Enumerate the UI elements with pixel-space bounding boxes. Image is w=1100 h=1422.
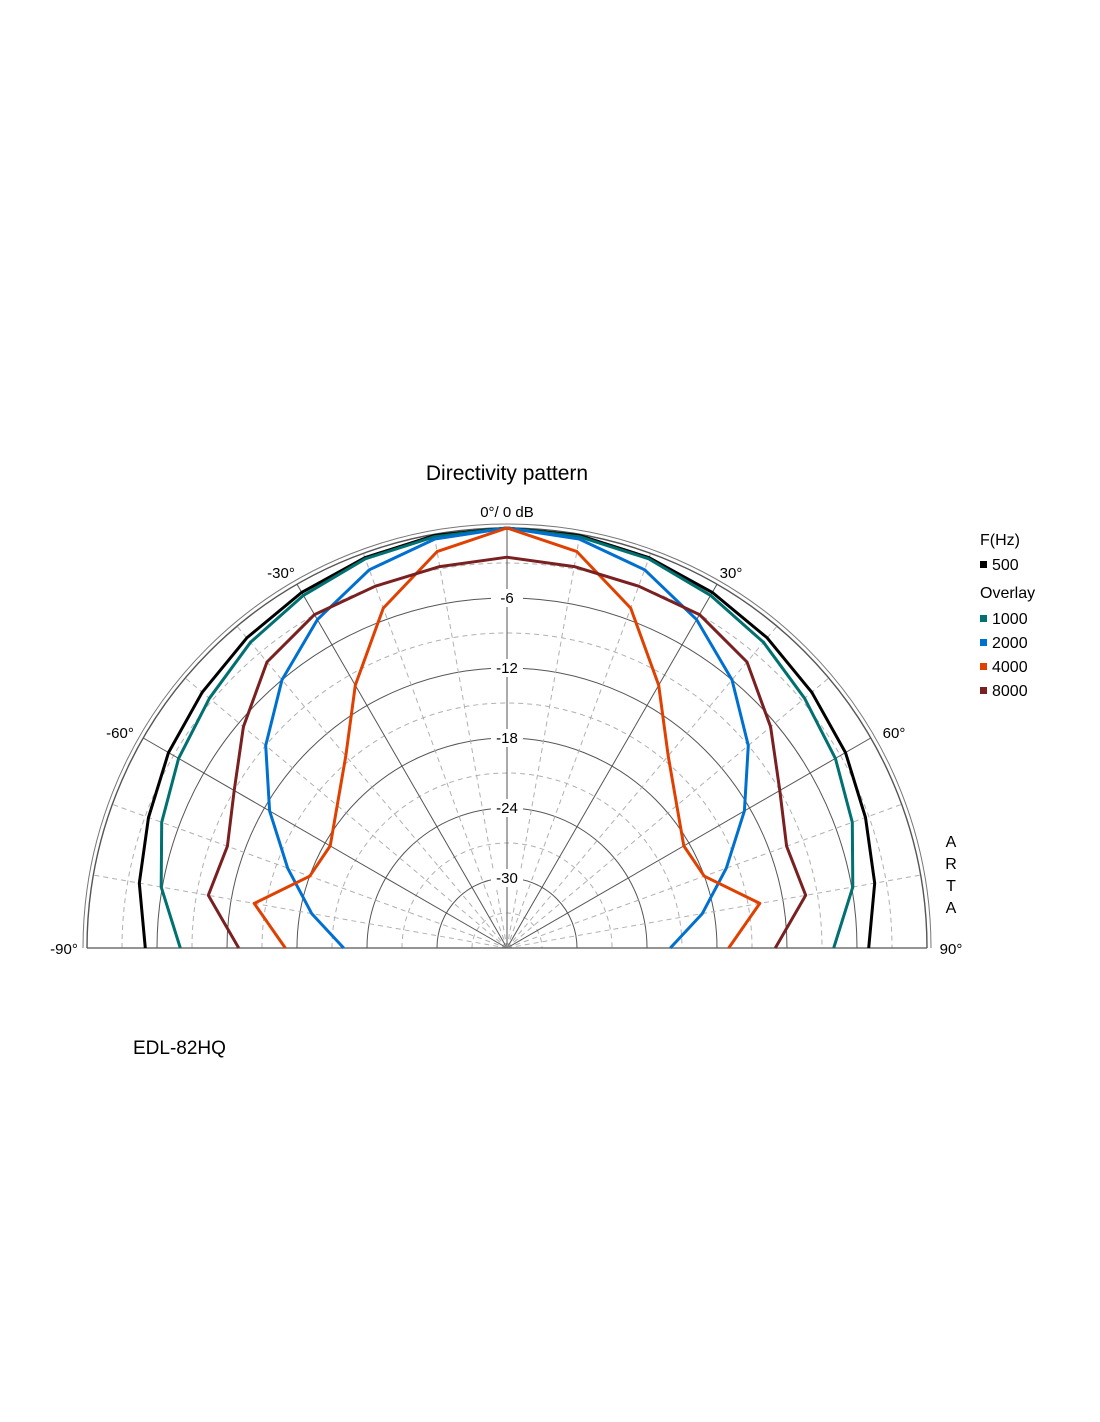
legend-item: 4000 xyxy=(992,659,1028,676)
model-caption: EDL-82HQ xyxy=(133,1038,226,1059)
db-label-bg xyxy=(491,869,523,887)
angle-label: 30° xyxy=(720,565,743,582)
db-label: -24 xyxy=(496,800,518,817)
top-label: 0°/ 0 dB xyxy=(480,504,534,521)
legend-overlay-header: Overlay xyxy=(980,585,1035,602)
minor-spoke xyxy=(433,534,508,949)
minor-ring xyxy=(261,702,753,949)
minor-spoke xyxy=(184,677,508,949)
legend-item: 1000 xyxy=(992,611,1028,628)
outer-rim xyxy=(82,523,932,949)
db-label-bg xyxy=(491,799,523,817)
chart-title: Directivity pattern xyxy=(426,462,588,485)
arta-watermark: A R T A xyxy=(942,832,960,920)
minor-spoke xyxy=(236,625,508,949)
minor-spoke xyxy=(506,874,921,949)
minor-ring xyxy=(191,632,823,949)
minor-spoke xyxy=(362,553,508,949)
legend-item: 500 xyxy=(992,557,1019,574)
db-label: -18 xyxy=(496,730,518,747)
db-label-bg xyxy=(491,589,523,607)
angle-label: -30° xyxy=(267,565,295,582)
db-label: -12 xyxy=(496,660,518,677)
legend-item: 2000 xyxy=(992,635,1028,652)
minor-spoke xyxy=(506,534,581,949)
series-line-8000 xyxy=(206,555,808,949)
legend-swatch xyxy=(980,615,987,622)
major-spoke xyxy=(143,737,508,949)
angle-label: -60° xyxy=(106,725,134,742)
watermark-letter: T xyxy=(946,878,956,895)
minor-spoke xyxy=(506,625,778,949)
legend-swatch xyxy=(980,639,987,646)
legend-swatch xyxy=(980,663,987,670)
legend-header: F(Hz) xyxy=(980,532,1020,549)
minor-spoke xyxy=(506,677,830,949)
legend-swatch xyxy=(980,561,987,568)
legend: F(Hz) 500 Overlay 1000 2000 4000 8000 xyxy=(980,532,1035,700)
watermark-letter: R xyxy=(945,856,957,873)
minor-spoke xyxy=(506,553,652,949)
angle-label: 90° xyxy=(940,941,963,958)
tick-labels: 0°/ 0 dB -6 -12 -18 -24 -30 -90° -60° -30° 30° 60°… xyxy=(50,504,962,958)
major-spoke xyxy=(506,584,718,949)
series-line-4000 xyxy=(252,526,762,949)
angle-label: -90° xyxy=(50,941,78,958)
db-label: -30 xyxy=(496,870,518,887)
watermark-letter: A xyxy=(945,834,957,851)
angle-label: 60° xyxy=(883,725,906,742)
major-spoke xyxy=(506,737,871,949)
db-label-bg xyxy=(491,729,523,747)
legend-swatch xyxy=(980,687,987,694)
watermark-letter: A xyxy=(945,900,957,917)
legend-item: 8000 xyxy=(992,683,1028,700)
db-label-bg xyxy=(491,659,523,677)
major-spoke xyxy=(296,584,508,949)
series-layer xyxy=(137,526,877,950)
minor-spoke xyxy=(93,874,508,949)
db-label: -6 xyxy=(500,590,513,607)
